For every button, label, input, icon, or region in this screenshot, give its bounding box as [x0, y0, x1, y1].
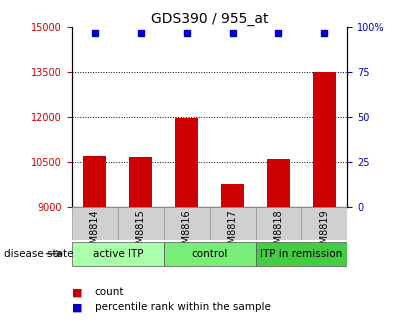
- Text: percentile rank within the sample: percentile rank within the sample: [95, 302, 270, 312]
- Bar: [72, 242, 164, 266]
- Text: active ITP: active ITP: [92, 249, 143, 259]
- Text: GSM8816: GSM8816: [182, 209, 192, 256]
- Bar: [256, 242, 347, 266]
- Bar: [313, 72, 336, 207]
- Bar: [210, 207, 256, 240]
- Bar: [301, 207, 347, 240]
- Bar: [175, 118, 198, 207]
- Text: GSM8819: GSM8819: [319, 209, 329, 256]
- Bar: [267, 159, 290, 207]
- Text: ■: ■: [72, 302, 83, 312]
- Bar: [72, 207, 118, 240]
- Text: ITP in remission: ITP in remission: [260, 249, 342, 259]
- Text: ■: ■: [72, 287, 83, 297]
- Bar: [221, 184, 244, 207]
- Bar: [164, 242, 256, 266]
- Bar: [164, 207, 210, 240]
- Bar: [83, 156, 106, 207]
- Text: GSM8815: GSM8815: [136, 209, 146, 256]
- Bar: [129, 157, 152, 207]
- Text: control: control: [192, 249, 228, 259]
- Text: count: count: [95, 287, 124, 297]
- Title: GDS390 / 955_at: GDS390 / 955_at: [151, 12, 268, 26]
- Text: GSM8817: GSM8817: [228, 209, 238, 256]
- Bar: [256, 207, 301, 240]
- Text: GSM8814: GSM8814: [90, 209, 100, 256]
- Text: GSM8818: GSM8818: [273, 209, 284, 256]
- Text: disease state: disease state: [4, 249, 74, 259]
- Bar: [118, 207, 164, 240]
